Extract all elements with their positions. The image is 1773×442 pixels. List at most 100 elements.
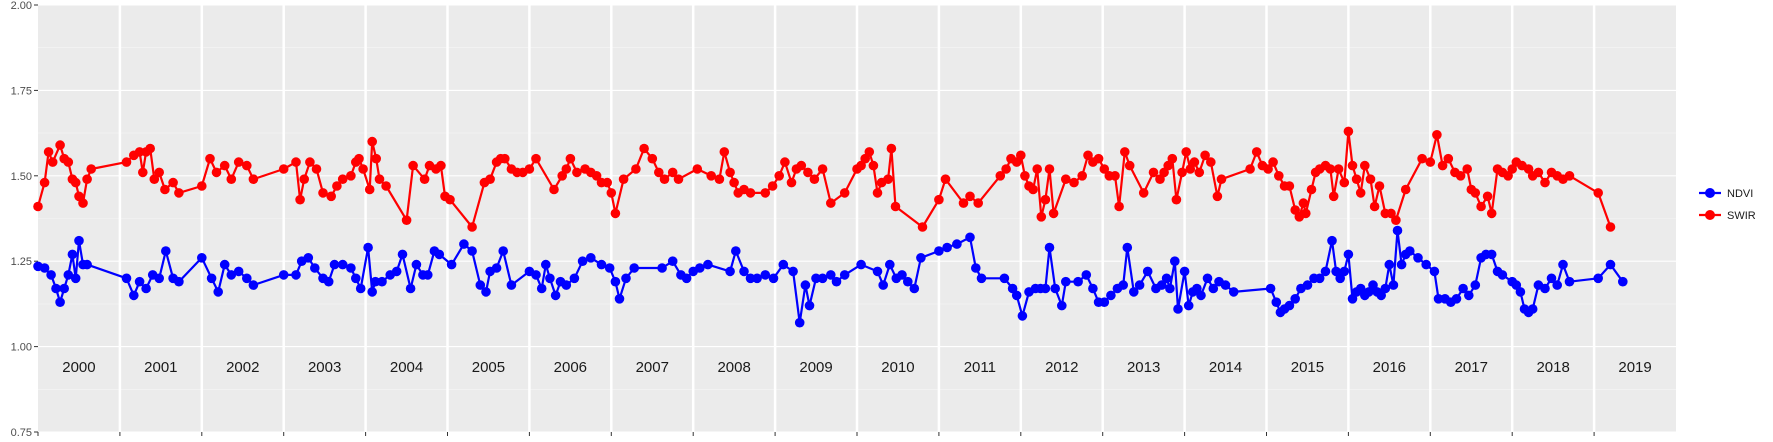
legend: NDVI SWIR: [1699, 188, 1756, 222]
data-point-swir: [760, 188, 771, 198]
data-point-ndvi: [1099, 297, 1110, 308]
data-point-ndvi: [367, 287, 378, 297]
data-point-swir: [591, 171, 602, 181]
data-point-swir: [602, 177, 612, 188]
data-point-ndvi: [63, 270, 74, 280]
data-point-swir: [1605, 222, 1616, 232]
data-point-ndvi: [1161, 273, 1172, 284]
data-point-swir: [326, 191, 337, 202]
data-point-swir: [500, 153, 510, 164]
data-point-ndvi: [55, 297, 65, 308]
data-point-swir: [940, 174, 951, 184]
facet-label-year: 2010: [881, 359, 914, 376]
data-point-swir: [381, 181, 391, 191]
data-point-swir: [70, 177, 81, 188]
data-point-swir: [1028, 184, 1038, 195]
data-point-swir: [354, 153, 364, 164]
data-point-swir: [78, 198, 88, 208]
data-point-swir: [1533, 167, 1544, 178]
data-point-ndvi: [51, 283, 61, 294]
data-point-swir: [1391, 215, 1401, 225]
data-point-swir: [809, 174, 820, 184]
data-point-ndvi: [1343, 249, 1354, 260]
data-point-swir: [1099, 164, 1110, 174]
data-point-ndvi: [667, 256, 678, 267]
facet-dividers: [37, 5, 1596, 436]
data-point-ndvi: [577, 256, 588, 267]
data-point-swir: [1365, 174, 1376, 184]
data-point-swir: [826, 198, 836, 208]
data-point-swir: [864, 147, 875, 157]
data-point-ndvi: [1088, 283, 1098, 294]
data-point-swir: [242, 160, 252, 171]
data-point-ndvi: [206, 273, 217, 284]
data-point-swir: [973, 198, 983, 208]
data-point-ndvi: [885, 259, 895, 270]
y-tick-label: 1.75: [11, 85, 32, 97]
data-point-ndvi: [434, 249, 445, 260]
data-point-ndvi: [1429, 266, 1440, 277]
data-point-swir: [706, 171, 716, 181]
data-point-ndvi: [475, 280, 486, 290]
data-point-ndvi: [1552, 280, 1562, 290]
data-point-ndvi: [363, 242, 373, 253]
data-point-swir: [1138, 188, 1149, 198]
data-point-swir: [1048, 208, 1059, 219]
data-point-swir: [1437, 160, 1448, 171]
data-point-swir: [1301, 208, 1311, 219]
data-point-swir: [714, 174, 725, 184]
data-point-swir: [1374, 181, 1385, 191]
data-point-ndvi: [1388, 280, 1399, 290]
facet-label-year: 2002: [226, 359, 259, 376]
facet-label-year: 2016: [1373, 359, 1406, 376]
facet-label-year: 2006: [554, 359, 587, 376]
facet-label-year: 2007: [636, 359, 669, 376]
data-point-swir: [1148, 167, 1159, 178]
facet-label-year: 2017: [1455, 359, 1488, 376]
data-point-swir: [346, 171, 356, 181]
data-point-swir: [367, 136, 378, 147]
data-point-ndvi: [141, 283, 151, 294]
data-point-swir: [1032, 164, 1042, 174]
data-point-ndvi: [1208, 283, 1219, 294]
data-point-swir: [1036, 212, 1047, 222]
data-point-ndvi: [1118, 280, 1128, 290]
data-point-swir: [226, 174, 237, 184]
data-point-swir: [1016, 150, 1026, 161]
data-point-swir: [1001, 164, 1011, 174]
data-point-swir: [1163, 160, 1173, 171]
data-point-ndvi: [604, 263, 615, 273]
data-point-ndvi: [629, 263, 639, 273]
data-point-ndvi: [1011, 290, 1022, 301]
data-point-swir: [654, 167, 664, 178]
data-point-swir: [1020, 171, 1030, 181]
data-point-ndvi: [1320, 266, 1331, 277]
data-point-ndvi: [1220, 280, 1231, 290]
data-point-swir: [332, 181, 342, 191]
data-point-ndvi: [1156, 280, 1167, 290]
data-point-ndvi: [1271, 297, 1282, 308]
data-point-swir: [1044, 164, 1055, 174]
data-point-swir: [168, 177, 178, 188]
data-point-swir: [1077, 171, 1087, 181]
data-point-swir: [154, 167, 164, 178]
data-point-ndvi: [976, 273, 987, 284]
data-point-ndvi: [768, 273, 779, 284]
legend-key-point: [1705, 188, 1715, 198]
data-point-ndvi: [242, 273, 252, 284]
data-point-ndvi: [70, 273, 81, 284]
data-point-swir: [673, 174, 684, 184]
data-point-swir: [692, 164, 703, 174]
data-point-swir: [1061, 174, 1071, 184]
facet-label-year: 2011: [964, 359, 996, 376]
data-point-ndvi: [1347, 294, 1358, 304]
data-point-swir: [1274, 171, 1284, 181]
data-point-swir: [1200, 150, 1210, 161]
data-point-swir: [1328, 191, 1339, 202]
data-point-ndvi: [1464, 290, 1474, 301]
data-point-swir: [1114, 201, 1124, 212]
data-point-swir: [886, 143, 897, 154]
data-point-ndvi: [405, 283, 416, 294]
data-point-swir: [883, 174, 893, 184]
data-point-ndvi: [971, 263, 981, 273]
